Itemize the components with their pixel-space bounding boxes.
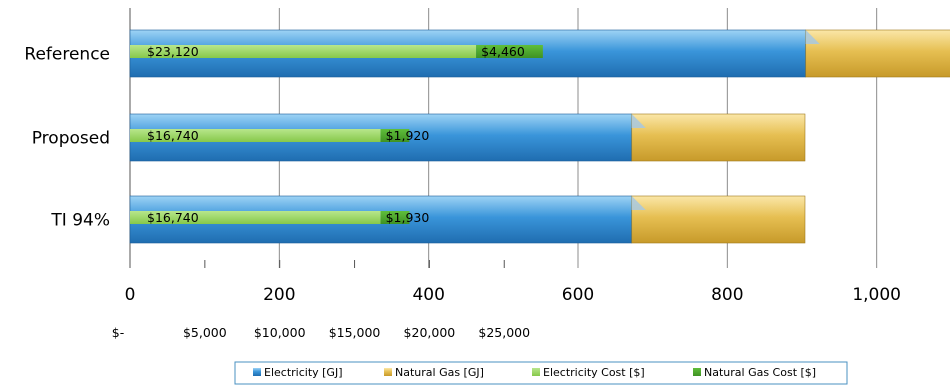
bar-natural-gas-gj-bevel bbox=[631, 114, 646, 128]
bar-natural-gas-cost bbox=[476, 45, 543, 58]
cost-tick-label: $10,000 bbox=[254, 325, 306, 340]
legend-swatch bbox=[693, 368, 701, 376]
legend-swatch bbox=[384, 368, 392, 376]
data-label-electricity-cost: $23,120 bbox=[147, 44, 199, 59]
legend-label: Electricity [GJ] bbox=[264, 366, 343, 379]
energy-tick-label: 200 bbox=[263, 285, 295, 305]
legend-label: Natural Gas Cost [$] bbox=[704, 366, 816, 379]
legend-label: Electricity Cost [$] bbox=[543, 366, 645, 379]
bar-natural-gas-gj bbox=[631, 113, 806, 162]
data-label-natural-gas-cost: $1,920 bbox=[386, 128, 430, 143]
bars bbox=[129, 29, 950, 244]
legend-label: Natural Gas [GJ] bbox=[395, 366, 484, 379]
bar-natural-gas-gj-bevel bbox=[805, 30, 820, 44]
bar-natural-gas-gj bbox=[631, 195, 806, 244]
bar-electricity-cost bbox=[130, 129, 381, 142]
bar-electricity-cost bbox=[130, 45, 477, 58]
category-label: Proposed bbox=[32, 129, 110, 149]
data-label-natural-gas-cost: $4,460 bbox=[481, 44, 525, 59]
legend-box bbox=[234, 361, 848, 385]
energy-tick-label: 600 bbox=[562, 285, 594, 305]
bar-natural-gas-gj-bevel bbox=[631, 196, 646, 210]
cost-tick-label: $20,000 bbox=[404, 325, 456, 340]
cost-tick-label: $5,000 bbox=[183, 325, 227, 340]
data-label-natural-gas-cost: $1,930 bbox=[386, 210, 430, 225]
cost-tick-label: $15,000 bbox=[329, 325, 381, 340]
energy-tick-label: 0 bbox=[125, 285, 136, 305]
energy-tick-label: 400 bbox=[412, 285, 444, 305]
legend-swatch bbox=[532, 368, 540, 376]
category-label: Reference bbox=[24, 45, 110, 65]
legend-swatch bbox=[253, 368, 261, 376]
data-label-electricity-cost: $16,740 bbox=[147, 210, 199, 225]
legend: Electricity [GJ] Natural Gas [GJ] Electric… bbox=[234, 361, 848, 385]
cost-tick-label: $25,000 bbox=[478, 325, 530, 340]
energy-tick-label: 800 bbox=[711, 285, 743, 305]
bar-natural-gas-cost bbox=[380, 129, 410, 142]
data-label-electricity-cost: $16,740 bbox=[147, 128, 199, 143]
cost-tick-label: $- bbox=[112, 325, 124, 340]
energy-tick-label: 1,000 bbox=[852, 285, 901, 305]
category-label: TI 94% bbox=[50, 211, 110, 231]
labels: $23,120 $4,460 Reference $16,740 $1,920 Propo… bbox=[24, 44, 901, 340]
bar-electricity-cost bbox=[130, 211, 381, 224]
bar-natural-gas-cost bbox=[380, 211, 410, 224]
bar-natural-gas-gj bbox=[805, 29, 950, 78]
